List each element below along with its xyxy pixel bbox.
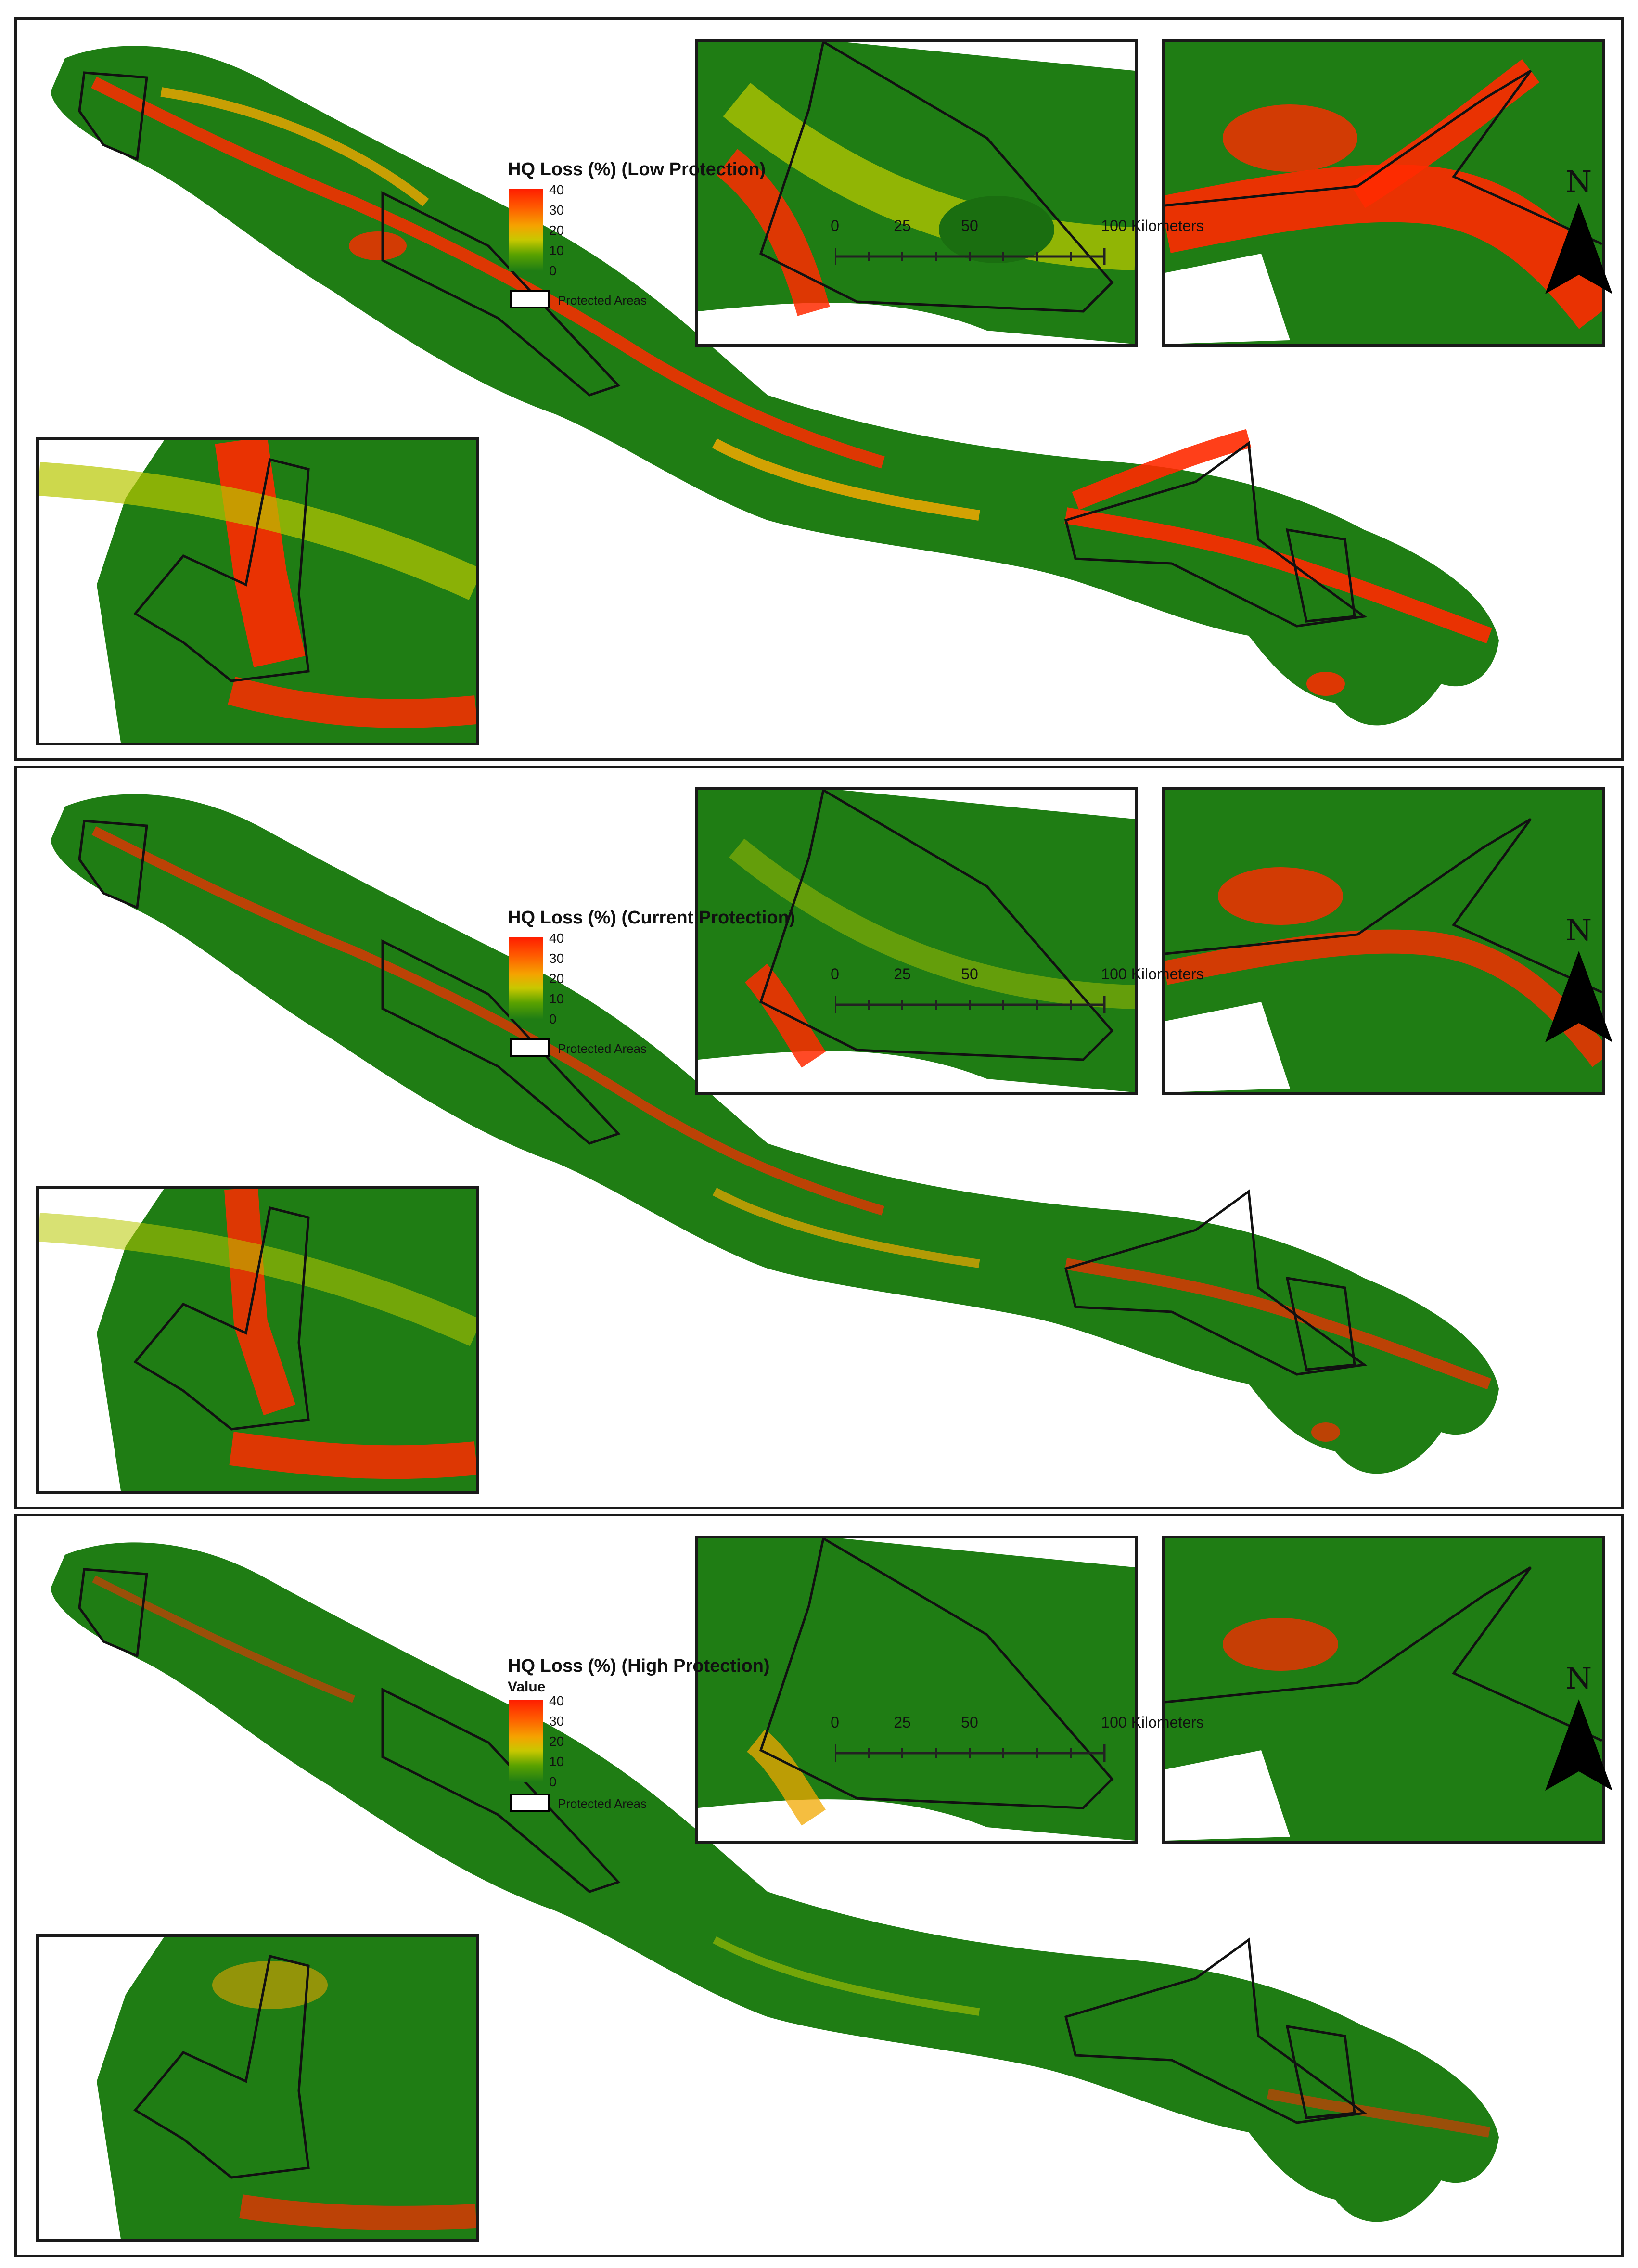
legend-title: HQ Loss (%) (High Protection) [508,1656,770,1676]
scale-label: 100 Kilometers [1101,965,1204,983]
legend-subtitle: Value [508,1679,546,1695]
scale-label: 0 [831,217,839,234]
legend-tick: 10 [549,243,564,258]
map-panel-high-protection: HQ Loss (%) (High Protection) Value 40 3… [14,1514,1624,2257]
inset-bottom-left [36,1186,479,1494]
scale-label: 50 [961,965,978,983]
legend-tick: 30 [549,951,564,966]
inset-bottom-left [36,1934,479,2242]
legend: HQ Loss (%) (Low Protection) 40 30 20 10… [508,159,921,313]
protected-areas-symbol [510,1794,550,1812]
main-map-current [51,794,1499,1474]
legend-tick: 10 [549,991,564,1006]
inset-top-right [1162,39,1605,347]
legend-tick: 40 [549,931,564,946]
legend-tick: 40 [549,182,564,197]
legend-tick: 10 [549,1754,564,1769]
north-arrow: N [1545,912,1612,1052]
protected-area-boundaries [78,71,1368,628]
protected-areas-label: Protected Areas [558,293,647,308]
inset-top-middle [695,787,1138,1095]
scale-bar: 0 25 50 100 Kilometers [831,965,1268,1023]
scale-label: 50 [961,1714,978,1731]
scale-label: 25 [894,1714,911,1731]
scale-label: 25 [894,217,911,234]
scale-bar: 0 25 50 100 Kilometers [831,217,1268,275]
legend: HQ Loss (%) (Current Protection) 40 30 2… [508,908,921,1062]
scale-bar: 0 25 50 100 Kilometers [831,1714,1268,1771]
legend-tick: 30 [549,203,564,218]
loss-hotspots [91,77,1492,696]
north-arrow-icon [1545,1699,1612,1791]
inset-top-right [1162,1536,1605,1844]
scale-label: 25 [894,965,911,983]
scale-label: 100 Kilometers [1101,217,1204,234]
island-landmass [51,46,1499,726]
legend-tick: 0 [549,263,557,278]
north-arrow-icon [1545,951,1612,1042]
legend-title: HQ Loss (%) (Current Protection) [508,908,795,928]
map-panel-low-protection: HQ Loss (%) (Low Protection) 40 30 20 10… [14,17,1624,761]
inset-bottom-left [36,437,479,745]
legend-tick: 0 [549,1012,557,1026]
legend-title: HQ Loss (%) (Low Protection) [508,159,766,179]
map-panel-current-protection: HQ Loss (%) (Current Protection) 40 30 2… [14,766,1624,1509]
color-ramp [509,189,543,271]
north-letter: N [1565,1661,1592,1696]
north-letter: N [1565,912,1592,948]
legend: HQ Loss (%) (High Protection) Value 40 3… [508,1656,921,1812]
scale-label: 0 [831,965,839,983]
inset-top-right [1162,787,1605,1095]
legend-tick: 20 [549,1734,564,1749]
scale-label: 100 Kilometers [1101,1714,1204,1731]
protected-areas-label: Protected Areas [558,1796,647,1811]
legend-tick: 20 [549,223,564,238]
north-letter: N [1565,164,1592,199]
protected-areas-symbol [510,290,550,308]
main-map-low [51,46,1499,726]
inset-top-middle [695,1536,1138,1844]
legend-tick: 40 [549,1693,564,1708]
north-arrow: N [1545,164,1612,304]
north-arrow-icon [1545,203,1612,294]
legend-tick: 20 [549,971,564,986]
scale-label: 0 [831,1714,839,1731]
protected-areas-label: Protected Areas [558,1041,647,1056]
protected-areas-symbol [510,1038,550,1057]
legend-tick: 0 [549,1774,557,1789]
scale-label: 50 [961,217,978,234]
inset-top-middle [695,39,1138,347]
color-ramp [509,937,543,1019]
north-arrow: N [1545,1661,1612,1800]
main-map-high [51,1542,1499,2222]
legend-tick: 30 [549,1714,564,1729]
color-ramp [509,1700,543,1782]
